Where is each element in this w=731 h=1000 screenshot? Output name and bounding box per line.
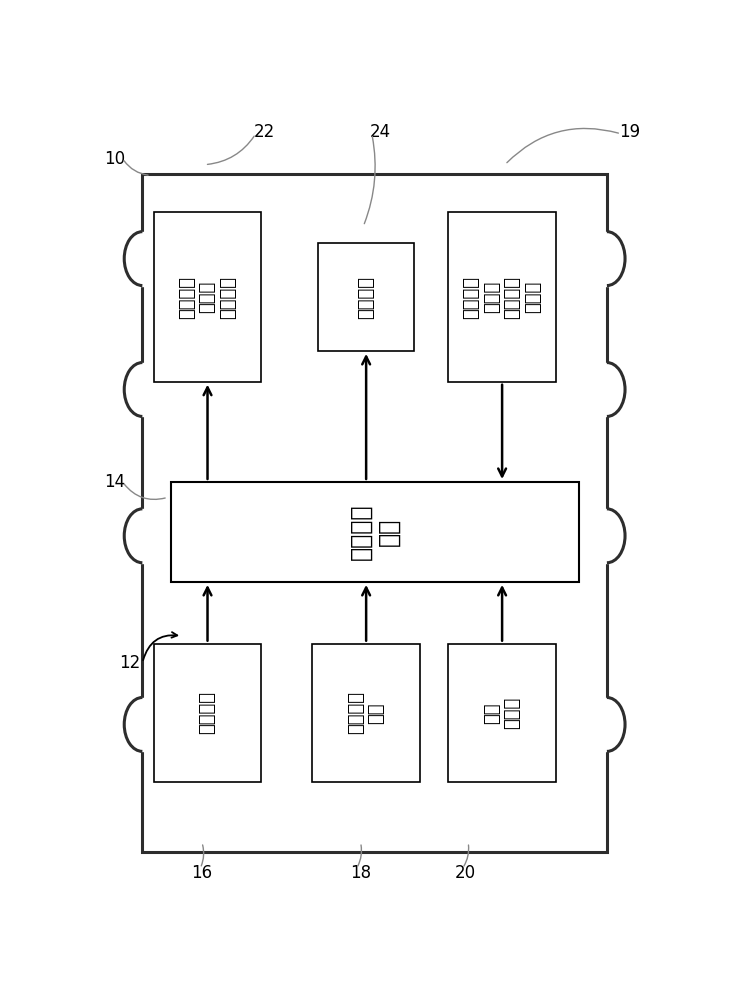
Text: 制动系统: 制动系统 <box>357 276 375 319</box>
Text: 成像装置: 成像装置 <box>199 691 216 734</box>
Text: 14: 14 <box>105 473 126 491</box>
Text: 24: 24 <box>370 123 391 141</box>
Text: 16: 16 <box>192 864 213 882</box>
Bar <box>140 363 150 416</box>
Text: 20: 20 <box>455 864 476 882</box>
Bar <box>140 698 150 751</box>
Bar <box>312 644 420 782</box>
Text: 电子控制
单元: 电子控制 单元 <box>349 504 401 560</box>
Text: （一个或
多个）
转矩装置: （一个或 多个） 转矩装置 <box>178 276 238 319</box>
Bar <box>154 644 262 782</box>
Bar <box>140 509 150 563</box>
Bar <box>154 212 262 382</box>
Bar <box>599 232 610 286</box>
Bar <box>143 174 607 852</box>
Bar <box>448 644 556 782</box>
Text: 10: 10 <box>105 149 126 167</box>
Text: 18: 18 <box>350 864 371 882</box>
Text: 19: 19 <box>619 123 640 141</box>
Text: 距离传感
装置: 距离传感 装置 <box>346 691 385 734</box>
Bar <box>599 509 610 563</box>
Bar <box>318 243 414 351</box>
Bar <box>140 232 150 286</box>
Text: 22: 22 <box>254 123 275 141</box>
Bar <box>171 482 579 582</box>
Text: （一个或
多个）
用户界面
控制件: （一个或 多个） 用户界面 控制件 <box>462 276 542 319</box>
Bar <box>448 212 556 382</box>
Text: 12: 12 <box>119 654 140 672</box>
Text: 车辆
传感器: 车辆 传感器 <box>482 697 521 729</box>
Bar <box>599 363 610 416</box>
Bar <box>599 698 610 751</box>
